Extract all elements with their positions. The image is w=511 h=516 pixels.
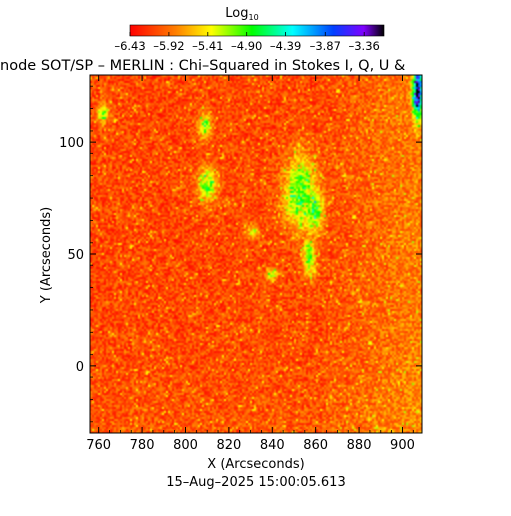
y-tick-label: 0 <box>76 360 84 375</box>
colorbar-title: Log10 <box>225 6 258 22</box>
colorbar-tick-label: –4.90 <box>231 39 262 53</box>
heatmap-image <box>90 75 422 433</box>
colorbar-gradient <box>129 24 385 37</box>
colorbar-tick-label: –5.92 <box>153 39 184 53</box>
y-tick-label: 50 <box>67 248 84 263</box>
chart-title: inode SOT/SP – MERLIN : Chi–Squared in S… <box>0 58 405 74</box>
colorbar-tick-label: –3.87 <box>310 39 341 53</box>
x-tick-label: 800 <box>173 438 198 453</box>
x-tick-label: 860 <box>303 438 328 453</box>
x-tick-label: 880 <box>347 438 372 453</box>
y-axis: 0 50 100 <box>59 85 422 423</box>
y-axis-label: Y (Arcseconds) <box>39 207 54 304</box>
x-axis: 760 780 800 820 840 860 880 900 <box>86 75 415 453</box>
x-tick-label: 780 <box>130 438 155 453</box>
colorbar-tick-label: –6.43 <box>114 39 145 53</box>
x-tick-label: 760 <box>86 438 111 453</box>
colorbar-ticks <box>129 32 365 36</box>
x-tick-label: 840 <box>260 438 285 453</box>
colorbar-tick-label: –5.41 <box>192 39 223 53</box>
colorbar-tick-label: –4.39 <box>270 39 301 53</box>
x-tick-label: 900 <box>390 438 415 453</box>
x-axis-label: X (Arcseconds) <box>207 457 304 472</box>
colorbar-tick-labels: –6.43 –5.92 –5.41 –4.90 –4.39 –3.87 –3.36 <box>114 39 380 53</box>
colorbar-tick-label: –3.36 <box>348 39 379 53</box>
footer-timestamp: 15–Aug–2025 15:00:05.613 <box>166 475 345 490</box>
x-tick-label: 820 <box>216 438 241 453</box>
y-tick-label: 100 <box>59 136 84 151</box>
